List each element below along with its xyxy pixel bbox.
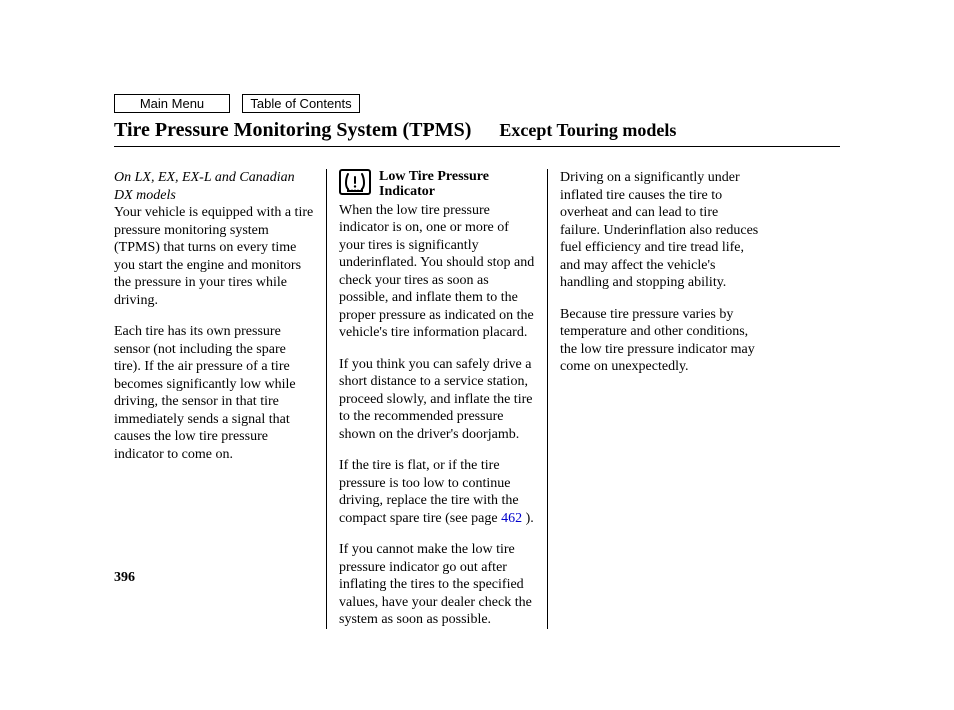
indicator-title: Low Tire Pressure Indicator [379,169,489,200]
page-title: Tire Pressure Monitoring System (TPMS) [114,119,471,142]
content-columns: On LX, EX, EX-L and Canadian DX models Y… [114,169,840,629]
body-text: Each tire has its own pressure sensor (n… [114,323,316,463]
column-2: Low Tire Pressure Indicator When the low… [326,169,548,629]
page-subtitle: Except Touring models [499,120,676,141]
body-text: If the tire is flat, or if the tire pres… [339,457,535,527]
body-text: If you think you can safely drive a shor… [339,356,535,444]
low-tire-pressure-icon [339,169,371,195]
column-3: Driving on a significantly under inflate… [548,169,760,629]
page-title-row: Tire Pressure Monitoring System (TPMS) E… [114,119,840,147]
page-number: 396 [114,570,135,586]
indicator-heading: Low Tire Pressure Indicator [339,169,535,200]
models-applicability-note: On LX, EX, EX-L and Canadian DX models [114,169,316,204]
body-text: Driving on a significantly under inflate… [560,169,760,292]
body-text: Because tire pressure varies by temperat… [560,306,760,376]
page-link-462[interactable]: 462 [501,511,522,526]
body-text: When the low tire pressure indicator is … [339,202,535,342]
column-1: On LX, EX, EX-L and Canadian DX models Y… [114,169,326,629]
table-of-contents-button[interactable]: Table of Contents [242,94,360,113]
main-menu-button[interactable]: Main Menu [114,94,230,113]
body-text: Your vehicle is equipped with a tire pre… [114,204,316,309]
body-text: If you cannot make the low tire pressure… [339,541,535,629]
